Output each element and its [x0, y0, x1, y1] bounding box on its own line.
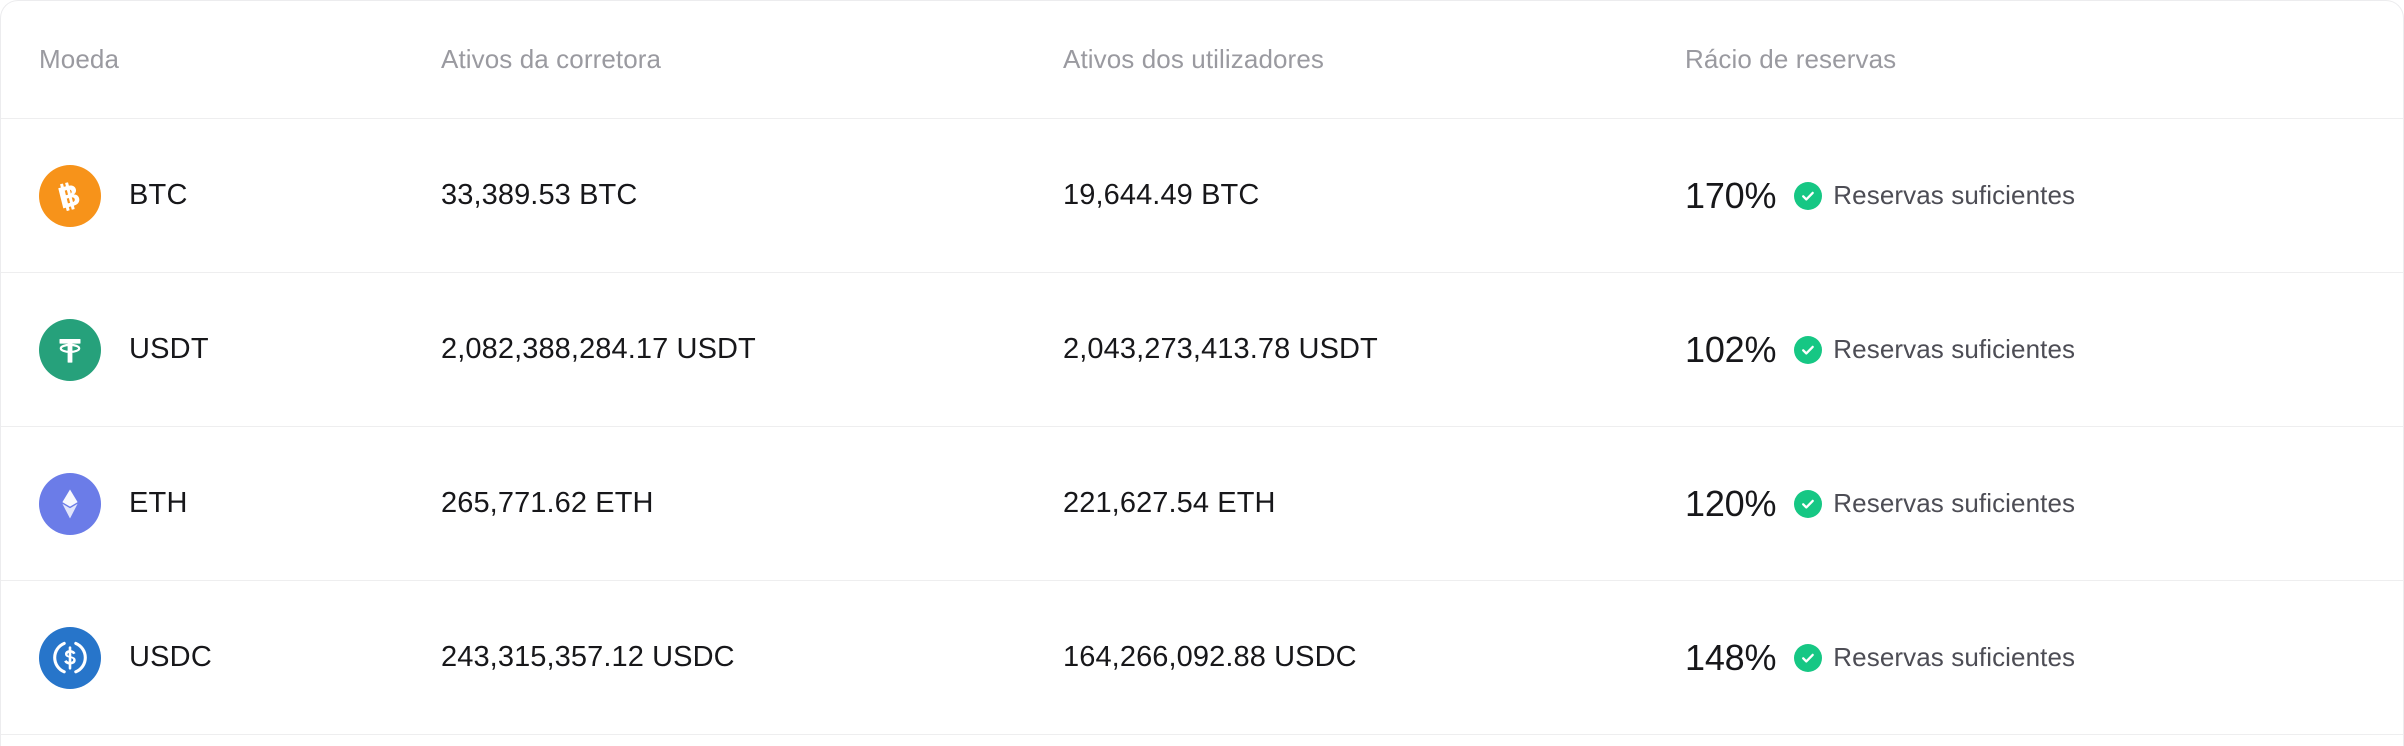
check-circle-icon [1794, 489, 1823, 518]
status-badge: Reservas suficientes [1794, 488, 2075, 519]
column-header-user-assets: Ativos dos utilizadores [1063, 44, 1324, 74]
reserve-ratio-cell: 102% Reservas suficientes [1685, 329, 2403, 371]
user-assets-value: 164,266,092.88 USDC [1063, 641, 1357, 673]
reserve-ratio-cell: 120% Reservas suficientes [1685, 483, 2403, 525]
status-label: Reservas suficientes [1833, 180, 2076, 210]
status-badge: Reservas suficientes [1794, 180, 2075, 211]
check-circle-icon [1794, 181, 1823, 210]
usd-coin-icon [39, 626, 101, 689]
column-header-broker-assets: Ativos da corretora [441, 44, 662, 74]
coin-cell: ETH [39, 472, 441, 535]
table-row[interactable]: BTC 33,389.53 BTC 19,644.49 BTC 170% Res… [1, 119, 2403, 273]
coin-symbol: ETH [129, 487, 188, 519]
status-badge: Reservas suficientes [1794, 334, 2075, 365]
coin-cell: USDT [39, 318, 441, 381]
status-badge: Reservas suficientes [1794, 642, 2075, 673]
check-circle-icon [1794, 643, 1823, 672]
user-assets-value: 19,644.49 BTC [1063, 179, 1260, 211]
check-circle-icon [1794, 335, 1823, 364]
broker-assets-value: 2,082,388,284.17 USDT [441, 333, 756, 365]
coin-cell: USDC [39, 626, 441, 689]
broker-assets-value: 33,389.53 BTC [441, 179, 638, 211]
broker-assets-value: 243,315,357.12 USDC [441, 641, 735, 673]
reserve-ratio-cell: 170% Reservas suficientes [1685, 175, 2403, 217]
coin-symbol: BTC [129, 179, 188, 211]
ethereum-icon [39, 472, 101, 535]
table-row[interactable]: USDT 2,082,388,284.17 USDT 2,043,273,413… [1, 273, 2403, 427]
reserve-ratio-value: 148% [1685, 636, 1777, 678]
tether-icon [39, 318, 101, 381]
reserve-ratio-cell: 148% Reservas suficientes [1685, 637, 2403, 679]
coin-symbol: USDC [129, 641, 212, 673]
coin-cell: BTC [39, 164, 441, 227]
column-header-reserve-ratio: Rácio de reservas [1685, 44, 1897, 74]
table-row[interactable]: ETH 265,771.62 ETH 221,627.54 ETH 120% R… [1, 427, 2403, 581]
status-label: Reservas suficientes [1833, 488, 2076, 518]
coin-symbol: USDT [129, 333, 209, 365]
user-assets-value: 2,043,273,413.78 USDT [1063, 333, 1378, 365]
broker-assets-value: 265,771.62 ETH [441, 487, 654, 519]
column-header-coin: Moeda [39, 44, 119, 74]
reserve-ratio-value: 102% [1685, 328, 1777, 370]
reserve-ratio-value: 170% [1685, 174, 1777, 216]
table-row[interactable]: USDC 243,315,357.12 USDC 164,266,092.88 … [1, 581, 2403, 735]
status-label: Reservas suficientes [1833, 642, 2076, 672]
bitcoin-icon [39, 164, 101, 227]
user-assets-value: 221,627.54 ETH [1063, 487, 1276, 519]
status-label: Reservas suficientes [1833, 334, 2076, 364]
reserve-ratio-value: 120% [1685, 482, 1777, 524]
table-header-row: Moeda Ativos da corretora Ativos dos uti… [1, 1, 2403, 119]
